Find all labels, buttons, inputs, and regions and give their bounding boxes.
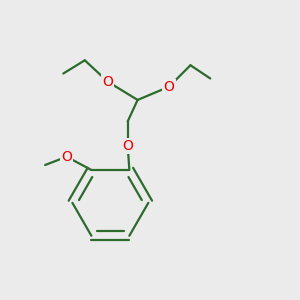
- Text: O: O: [103, 75, 113, 89]
- Text: O: O: [164, 80, 174, 94]
- Text: O: O: [61, 150, 72, 164]
- Text: O: O: [122, 139, 133, 153]
